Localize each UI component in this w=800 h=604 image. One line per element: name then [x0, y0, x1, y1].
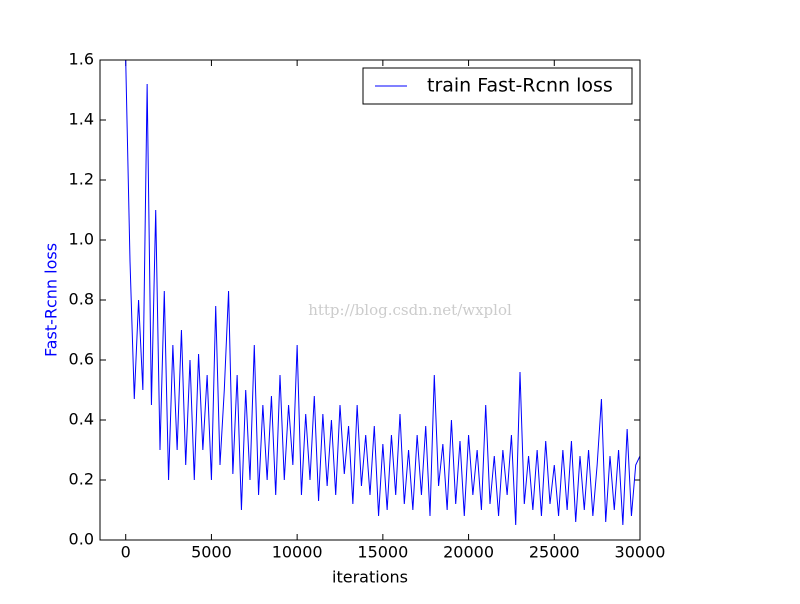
y-tick-label: 0.2	[69, 470, 94, 489]
x-axis-label: iterations	[332, 568, 408, 587]
data-line	[125, 59, 641, 526]
x-tick-label: 10000	[272, 543, 323, 562]
x-tick-label: 15000	[357, 543, 408, 562]
plot-frame	[99, 59, 641, 541]
y-tick-label: 1.0	[69, 230, 94, 249]
y-axis-label: Fast-Rcnn loss	[42, 243, 61, 357]
y-tick-label: 1.6	[69, 50, 94, 69]
legend-label: train Fast-Rcnn loss	[427, 75, 613, 97]
x-tick-label: 20000	[443, 543, 494, 562]
y-tick-label: 0.8	[69, 290, 94, 309]
x-tick-label: 25000	[529, 543, 580, 562]
watermark: http://blog.csdn.net/wxplol	[308, 301, 512, 319]
x-tick-label: 5000	[191, 543, 232, 562]
y-tick-label: 0.4	[69, 410, 94, 429]
legend-box	[362, 67, 633, 105]
y-tick-label: 0.0	[69, 530, 94, 549]
x-tick-label: 0	[121, 543, 131, 562]
y-tick-label: 0.6	[69, 350, 94, 369]
x-tick-label: 30000	[615, 543, 666, 562]
y-tick-label: 1.4	[69, 110, 94, 129]
y-tick-label: 1.2	[69, 170, 94, 189]
